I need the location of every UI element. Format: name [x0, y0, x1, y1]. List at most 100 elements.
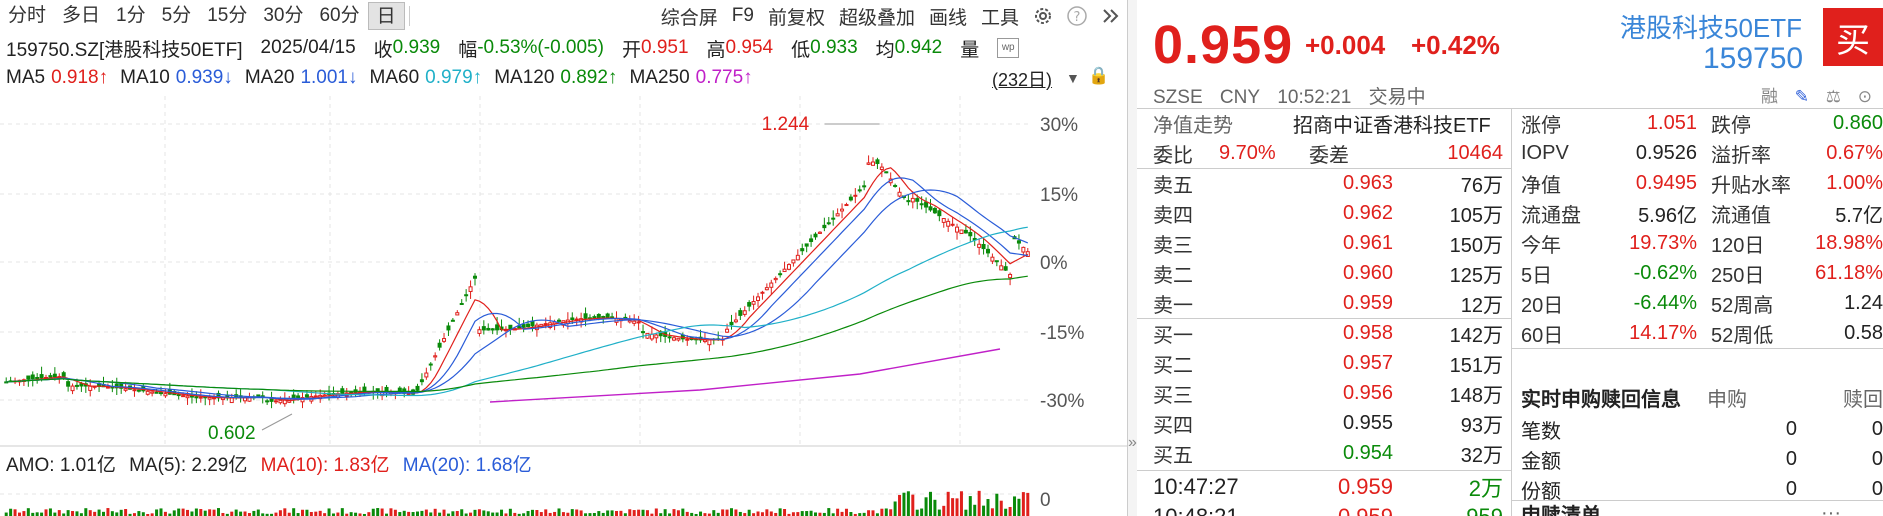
bid-row[interactable]: 买一 0.958 142万: [1153, 318, 1503, 348]
stat-value: 5.7亿: [1835, 204, 1883, 227]
book-level-label: 买四: [1153, 414, 1193, 437]
volume-bar: [584, 513, 588, 516]
candle-body: [955, 226, 960, 233]
volume-bar: [902, 492, 906, 516]
ask-row[interactable]: 卖二 0.960 125万: [1153, 258, 1503, 288]
min-leader: [261, 413, 293, 431]
gear-icon[interactable]: [1030, 3, 1056, 29]
compare-icon[interactable]: ⚖: [1825, 87, 1841, 106]
kline-chart[interactable]: 30% 15% 0% -15% -30% 0 1.244 0.602: [0, 96, 1128, 516]
margin-icon[interactable]: 融: [1761, 87, 1778, 106]
ask-row[interactable]: 卖三 0.961 150万: [1153, 228, 1503, 258]
period-tab-day[interactable]: 日: [367, 2, 405, 30]
pct-tick-label: 0%: [1040, 253, 1068, 274]
buy-button[interactable]: 买: [1823, 8, 1883, 66]
volume-bar: [822, 512, 826, 516]
candle-body: [486, 327, 491, 331]
volume-bar: [716, 512, 720, 516]
volume-bar: [517, 513, 521, 516]
composite-screen-button[interactable]: 综合屏: [660, 7, 718, 29]
volume-bar: [663, 509, 667, 516]
wp-badge-icon[interactable]: wp: [997, 38, 1020, 58]
candle-body: [66, 381, 71, 387]
volume-bar: [818, 512, 822, 516]
book-level-volume: 151万: [1449, 354, 1503, 377]
candle-body: [1025, 251, 1030, 258]
book-level-label: 卖三: [1153, 234, 1193, 257]
ask-row[interactable]: 卖四 0.962 105万: [1153, 198, 1503, 228]
bid-row[interactable]: 买五 0.954 32万: [1153, 438, 1503, 468]
volume-bar: [734, 509, 738, 516]
ask-row[interactable]: 卖五 0.963 76万: [1153, 168, 1503, 198]
ma-legend-label: MA10: [120, 67, 170, 88]
edit-icon[interactable]: ✎: [1794, 87, 1809, 106]
target-icon[interactable]: ⊙: [1857, 87, 1872, 106]
pct-tick-label: 30%: [1040, 115, 1078, 136]
candle-body: [543, 323, 548, 326]
volume-bar: [292, 508, 296, 516]
volume-bar: [557, 508, 561, 516]
candle-body: [764, 287, 769, 291]
volume-bar: [982, 505, 986, 516]
period-tab-multiday[interactable]: 多日: [62, 5, 101, 26]
range-selector[interactable]: (232日): [992, 70, 1053, 90]
stats-row: 5日 -0.62% 250日 61.18%: [1521, 258, 1883, 288]
lock-icon[interactable]: 🔒: [1088, 66, 1110, 85]
nav-trend-row[interactable]: 净值走势 招商中证香港科技ETF: [1153, 108, 1503, 138]
side-icons: 融 ✎ ⚖ ⊙: [1749, 82, 1872, 107]
more-icon[interactable]: ···: [1821, 501, 1841, 516]
forward-adjust-button[interactable]: 前复权: [767, 7, 825, 29]
tools-button[interactable]: 工具: [980, 7, 1019, 29]
ask-row[interactable]: 卖一 0.959 12万: [1153, 288, 1503, 318]
draw-line-button[interactable]: 画线: [928, 7, 967, 29]
double-chevron-right-icon[interactable]: [1098, 3, 1124, 29]
candle-body: [530, 320, 535, 327]
candle-body: [176, 394, 181, 397]
bid-row[interactable]: 买四 0.955 93万: [1153, 408, 1503, 438]
volume-bar: [805, 511, 809, 516]
stats-row: IOPV 0.9526 溢折率 0.67%: [1521, 138, 1883, 168]
candle-body: [415, 385, 420, 391]
period-tab-5min[interactable]: 5分: [161, 5, 192, 26]
super-overlay-button[interactable]: 超级叠加: [838, 7, 915, 29]
panel-collapse-bar[interactable]: »: [1128, 0, 1137, 516]
volume-bar: [712, 510, 716, 516]
period-tab-15min[interactable]: 15分: [207, 5, 248, 26]
help-icon[interactable]: ?: [1064, 3, 1090, 29]
volume-bar: [809, 510, 813, 516]
stat-value: 0.58: [1844, 321, 1883, 344]
candle-body: [570, 317, 575, 321]
volume-bar: [791, 512, 795, 516]
fund-name[interactable]: 港股科技50ETF: [1620, 13, 1803, 43]
ma60-line: [6, 226, 1028, 397]
period-tab-intraday[interactable]: 分时: [8, 5, 47, 26]
volume-bar: [62, 513, 66, 516]
candle-body: [304, 394, 309, 398]
collapse-chevron-icon[interactable]: »: [1128, 434, 1137, 451]
book-level-label: 卖一: [1153, 294, 1193, 317]
chart-panel: 分时 多日 1分 5分 15分 30分 60分 日 综合屏 F9 前复权 超级叠…: [0, 0, 1128, 516]
volume-bar: [760, 512, 764, 516]
nav-index-name: 招商中证香港科技ETF: [1293, 114, 1491, 137]
close-value: 0.939: [392, 37, 441, 58]
bid-row[interactable]: 买二 0.957 151万: [1153, 348, 1503, 378]
volume-bar: [358, 513, 362, 516]
volume-bar: [314, 511, 318, 516]
volume-bar: [840, 511, 844, 516]
range-dropdown-icon[interactable]: ▼: [1066, 70, 1080, 86]
volume-bar: [729, 508, 733, 516]
f9-button[interactable]: F9: [731, 5, 754, 26]
period-tab-30min[interactable]: 30分: [263, 5, 304, 26]
candle-body: [207, 397, 212, 400]
candle-body: [906, 200, 911, 203]
redeem-list-header[interactable]: 申赎清单 ···: [1521, 498, 1883, 516]
volume-bar: [477, 509, 481, 516]
period-tab-60min[interactable]: 60分: [319, 5, 360, 26]
volume-bar: [977, 490, 981, 516]
bid-row[interactable]: 买三 0.956 148万: [1153, 378, 1503, 408]
volume-bar: [566, 512, 570, 516]
volume-bar: [97, 509, 101, 516]
candle-body: [707, 339, 712, 346]
period-tab-1min[interactable]: 1分: [116, 5, 146, 26]
volume-bar: [146, 513, 150, 516]
